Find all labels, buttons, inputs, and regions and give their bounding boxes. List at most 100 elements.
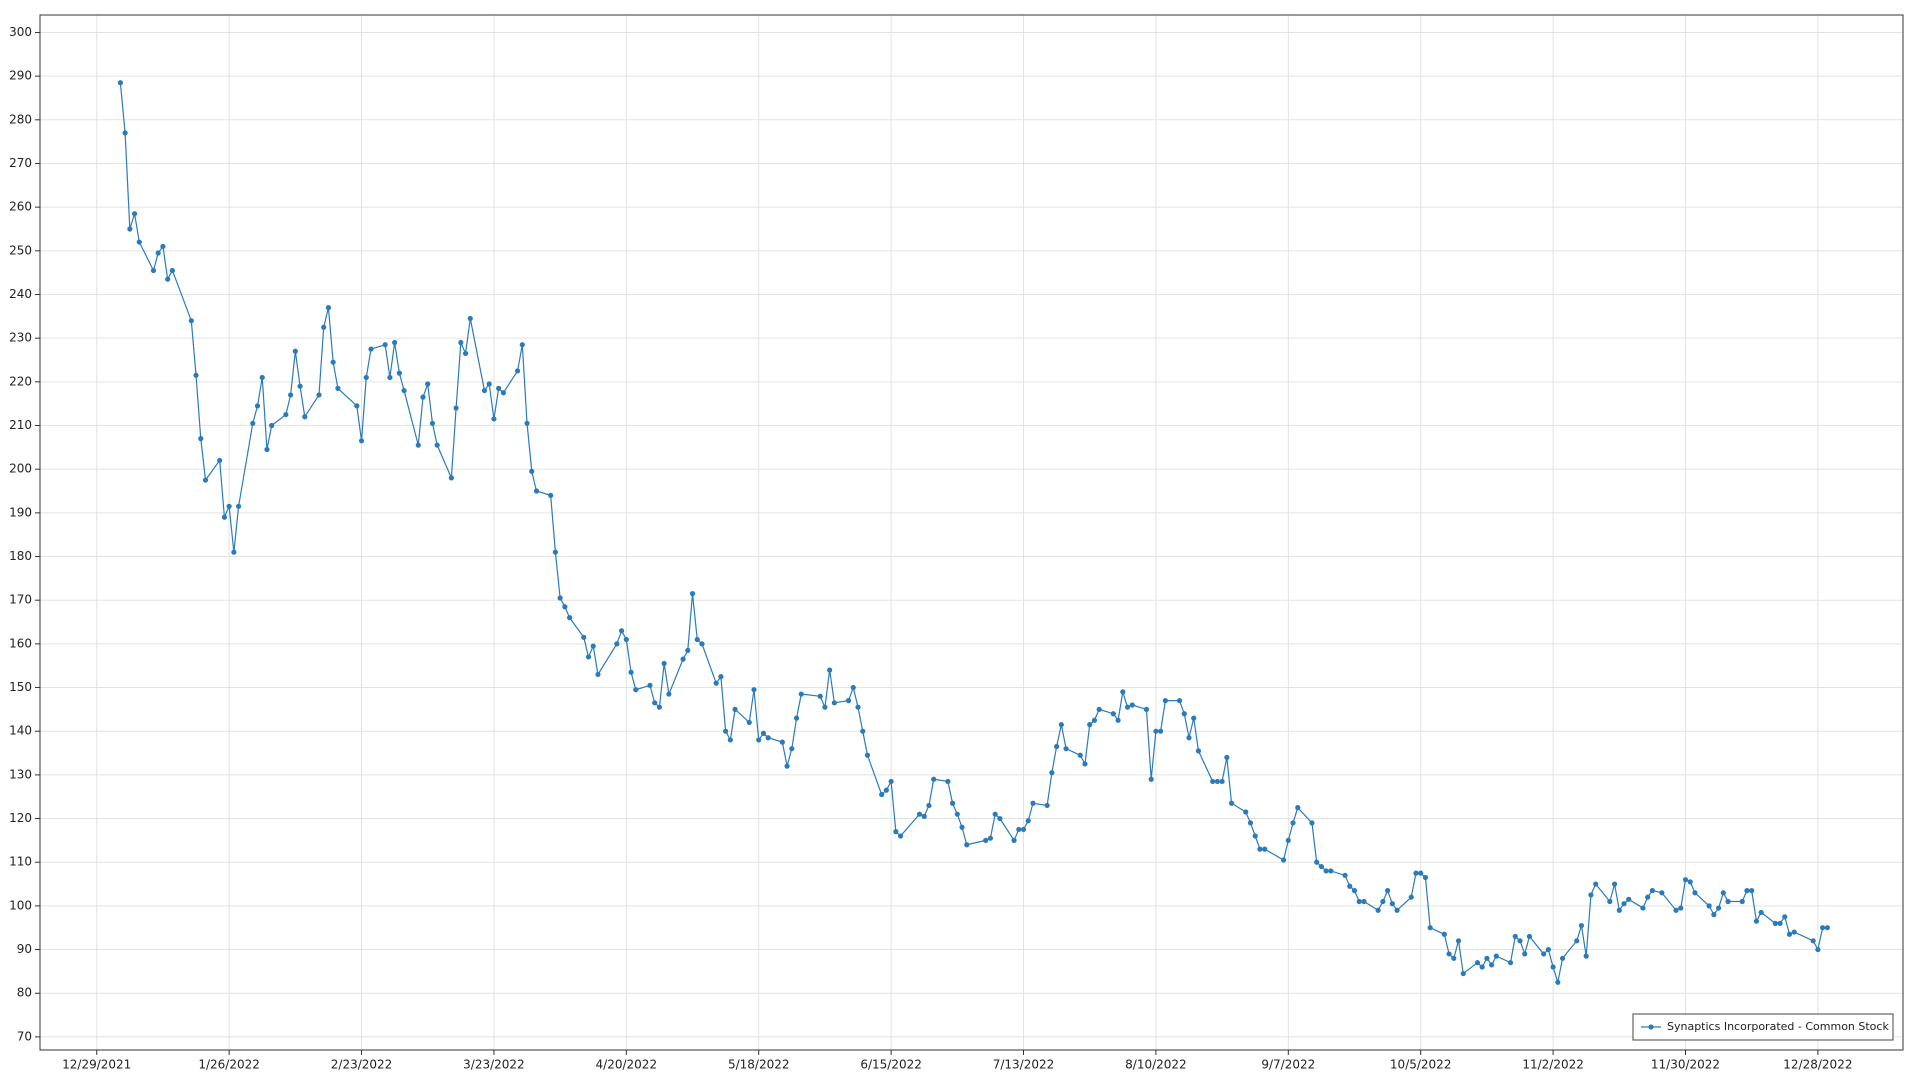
x-tick-label: 11/30/2022: [1651, 1058, 1720, 1072]
data-point: [1777, 920, 1783, 926]
data-point: [1129, 702, 1135, 708]
data-point: [1810, 938, 1816, 944]
y-tick-label: 240: [9, 287, 32, 301]
y-tick-label: 210: [9, 418, 32, 432]
data-point: [1380, 898, 1386, 905]
data-point: [879, 791, 885, 798]
data-point: [1489, 962, 1495, 968]
data-point: [779, 739, 785, 745]
data-point: [1451, 955, 1457, 961]
data-point: [1545, 946, 1551, 953]
data-point: [1611, 881, 1618, 887]
data-point: [916, 811, 923, 817]
data-point: [1087, 722, 1093, 728]
data-point: [1574, 938, 1580, 944]
data-point: [1645, 894, 1651, 900]
data-point: [387, 374, 393, 381]
data-point: [855, 704, 861, 710]
data-point: [235, 503, 242, 509]
data-point: [316, 392, 322, 398]
data-point: [921, 813, 927, 819]
data-point: [1120, 689, 1126, 695]
data-point: [500, 390, 506, 396]
x-tick-label: 12/29/2021: [62, 1058, 131, 1072]
data-point: [1257, 846, 1263, 852]
data-point: [496, 385, 502, 391]
data-point: [997, 815, 1003, 822]
data-point: [1455, 938, 1462, 944]
data-point: [883, 787, 889, 793]
data-point: [1550, 964, 1556, 970]
data-point: [1389, 901, 1395, 907]
data-point: [1262, 846, 1268, 852]
data-point: [1328, 868, 1334, 874]
data-point: [1323, 868, 1329, 874]
data-point: [566, 615, 573, 621]
x-tick-label: 12/28/2022: [1783, 1058, 1852, 1072]
data-point: [533, 488, 540, 494]
data-point: [1295, 805, 1301, 811]
data-point: [448, 475, 454, 481]
data-point: [458, 339, 464, 346]
data-point: [1176, 698, 1183, 704]
data-point: [1418, 870, 1424, 876]
data-point: [321, 324, 327, 330]
data-point: [1640, 905, 1646, 911]
data-point: [1687, 879, 1693, 885]
data-point: [1342, 872, 1348, 878]
data-point: [1758, 909, 1764, 916]
data-point: [987, 835, 994, 841]
data-point: [1749, 888, 1755, 894]
x-tick-label: 5/18/2022: [728, 1058, 790, 1072]
data-point: [1290, 820, 1296, 826]
data-point: [1162, 698, 1168, 704]
data-point: [1096, 706, 1102, 712]
y-tick-label: 90: [17, 942, 32, 956]
data-point: [1228, 800, 1235, 806]
data-point: [727, 737, 733, 743]
data-point: [595, 671, 601, 678]
data-point: [926, 802, 932, 809]
data-point: [165, 276, 171, 282]
data-point: [1526, 933, 1533, 940]
data-point: [1153, 728, 1159, 734]
data-point: [1375, 907, 1381, 913]
data-point: [462, 350, 469, 357]
data-point: [1772, 920, 1778, 926]
data-point: [1285, 837, 1291, 843]
data-point: [415, 442, 421, 448]
data-point: [746, 719, 752, 726]
data-point: [467, 315, 473, 322]
data-point: [1351, 888, 1358, 894]
data-point: [1678, 905, 1684, 911]
y-tick-label: 100: [9, 898, 32, 912]
y-tick-label: 190: [9, 505, 32, 519]
data-point: [647, 682, 653, 688]
data-point: [297, 383, 303, 389]
data-point: [713, 680, 719, 686]
data-point: [429, 420, 436, 426]
data-point: [614, 641, 620, 647]
x-tick-label: 11/2/2022: [1522, 1058, 1584, 1072]
data-point: [623, 636, 629, 643]
data-point: [453, 405, 459, 411]
data-point: [117, 80, 123, 86]
data-point: [259, 374, 265, 381]
data-point: [1541, 951, 1547, 957]
data-point: [751, 687, 757, 693]
data-point: [1186, 735, 1192, 741]
data-point: [1607, 898, 1613, 905]
data-point: [680, 656, 686, 662]
data-point: [1593, 881, 1599, 887]
y-tick-label: 150: [9, 680, 32, 694]
data-point: [1356, 898, 1362, 905]
data-point: [1578, 922, 1585, 929]
data-point: [860, 728, 866, 734]
data-point: [1214, 778, 1220, 785]
data-point: [368, 346, 374, 352]
data-point: [250, 420, 256, 426]
x-tick-label: 8/10/2022: [1125, 1058, 1187, 1072]
data-point: [1559, 955, 1566, 961]
data-point: [1361, 898, 1367, 905]
data-point: [1673, 907, 1679, 913]
